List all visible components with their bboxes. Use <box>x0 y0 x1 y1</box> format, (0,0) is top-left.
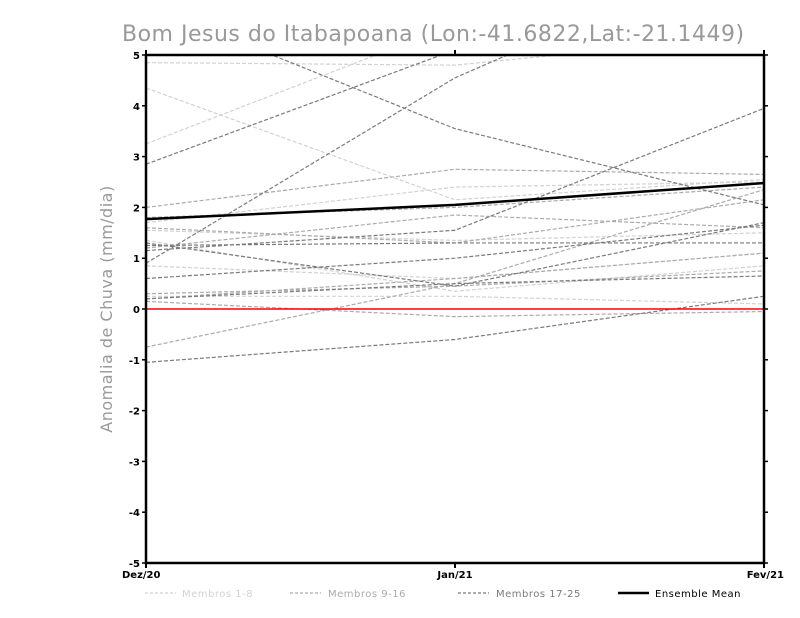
member-line-20 <box>146 107 764 252</box>
x-tick-label: Fev/21 <box>747 570 784 581</box>
legend-label-1: Membros 1-8 <box>182 589 253 600</box>
axes: -5 -4 -3 -2 -1 0 1 2 3 4 5 Dez/20 Jan/21 Fev/21 <box>122 50 784 581</box>
main-series-lines <box>146 181 764 310</box>
member-line-3 <box>146 55 378 145</box>
legend-label-4: Ensemble Mean <box>655 589 741 600</box>
y-tick-label: -1 <box>129 356 140 367</box>
y-tick-label: 4 <box>133 102 140 113</box>
chart-title: Bom Jesus do Itabapoana (Lon:-41.6822,La… <box>122 22 745 47</box>
legend-label-3: Membros 17-25 <box>496 589 581 600</box>
member-line-23 <box>146 224 764 280</box>
member-line-8 <box>146 295 764 305</box>
legend: Membros 1-8 Membros 9-16 Membros 17-25 Ense… <box>145 589 741 600</box>
ensemble-member-lines <box>146 55 764 363</box>
member-line-17 <box>270 55 764 206</box>
y-tick-label: 3 <box>133 153 140 164</box>
x-tick-label: Dez/20 <box>122 570 161 581</box>
member-line-9 <box>146 168 764 208</box>
member-line-19 <box>146 55 509 264</box>
member-line-16 <box>146 300 764 318</box>
ensemble-mean-line <box>146 181 764 221</box>
y-tick-label: -3 <box>129 457 140 468</box>
member-line-1 <box>146 55 565 66</box>
member-line-18 <box>146 55 443 165</box>
y-tick-label: -2 <box>129 407 140 418</box>
y-tick-label: 5 <box>133 51 140 62</box>
x-tick-label: Jan/21 <box>436 570 472 581</box>
member-line-22 <box>146 242 764 247</box>
member-line-12 <box>146 214 764 249</box>
y-tick-label: 1 <box>133 254 140 265</box>
y-tick-label: 2 <box>133 203 140 214</box>
member-line-2 <box>146 87 764 201</box>
y-tick-label: 0 <box>133 305 140 316</box>
y-tick-label: -5 <box>129 559 140 570</box>
y-axis-label: Anomalia de Chuva (mm/dia) <box>97 185 116 432</box>
member-line-25 <box>146 295 764 363</box>
member-line-24 <box>146 275 764 300</box>
member-line-21 <box>146 222 764 287</box>
legend-label-2: Membros 9-16 <box>328 589 406 600</box>
y-tick-label: -4 <box>129 508 140 519</box>
member-line-5 <box>146 229 764 242</box>
member-line-14 <box>146 252 764 300</box>
member-line-4 <box>146 181 764 224</box>
